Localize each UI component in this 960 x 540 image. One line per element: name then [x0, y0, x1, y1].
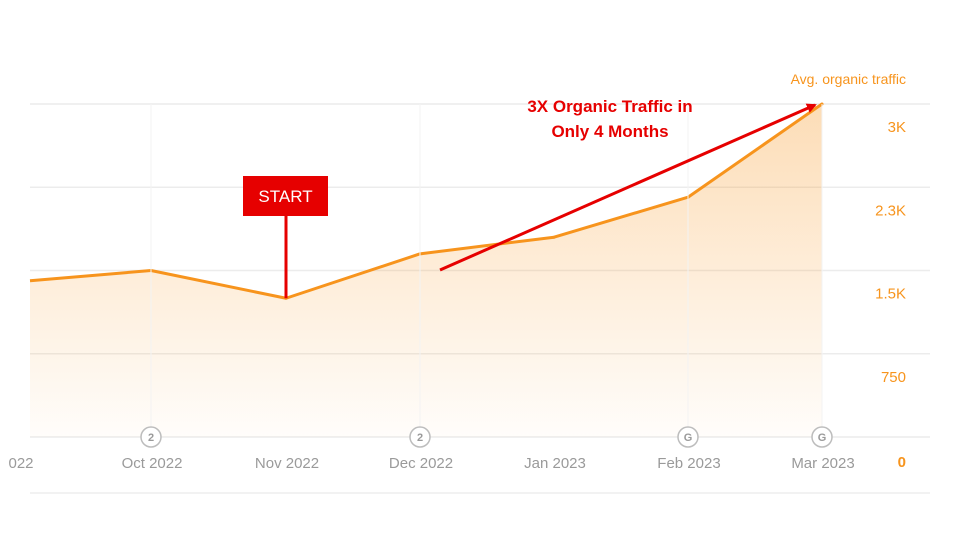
y-axis-labels: 0 750 1.5K 2.3K 3K	[875, 119, 906, 471]
growth-annotation-line-1: 3X Organic Traffic in	[527, 97, 692, 116]
growth-annotation-line-2: Only 4 Months	[551, 122, 668, 141]
event-badge-label: G	[684, 432, 693, 444]
x-tick-label: Jan 2023	[524, 455, 586, 472]
traffic-area-fill	[30, 104, 822, 437]
y-tick-label: 1.5K	[875, 286, 906, 303]
x-tick-label: Nov 2022	[255, 455, 319, 472]
x-tick-label: 022	[8, 455, 33, 472]
x-tick-label: Mar 2023	[791, 455, 854, 472]
y-tick-label: 750	[881, 369, 906, 386]
event-badge-label: 2	[417, 432, 423, 444]
y-tick-label: 0	[898, 454, 906, 471]
start-label: START	[258, 187, 312, 206]
data-point	[552, 235, 556, 239]
growth-arrow	[439, 103, 817, 272]
event-badge-label: 2	[148, 432, 154, 444]
x-axis-labels: 022 Oct 2022 Nov 2022 Dec 2022 Jan 2023 Feb 2…	[8, 455, 854, 472]
event-badge	[140, 426, 162, 448]
start-box	[243, 176, 328, 216]
event-badge	[409, 426, 431, 448]
x-tick-label: Feb 2023	[657, 455, 720, 472]
y-tick-label: 2.3K	[875, 202, 906, 219]
event-badge	[811, 426, 833, 448]
event-badge-label: G	[818, 432, 827, 444]
event-badges: 2 2 G G	[140, 104, 833, 448]
event-badge	[677, 426, 699, 448]
x-tick-label: Dec 2022	[389, 455, 453, 472]
x-tick-label: Oct 2022	[122, 455, 183, 472]
series-title: Avg. organic traffic	[791, 71, 906, 87]
y-tick-label: 3K	[888, 119, 906, 136]
